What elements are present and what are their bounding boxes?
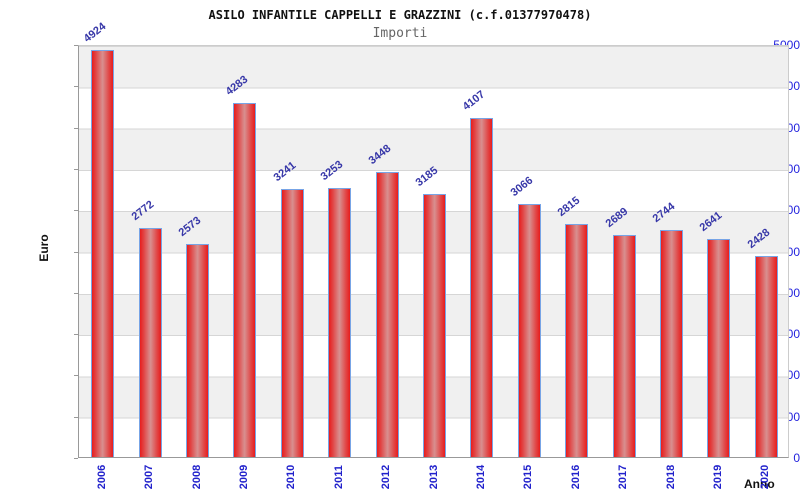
bar-2012 xyxy=(376,172,399,457)
bar-2019 xyxy=(707,239,730,457)
bar-value-label: 4283 xyxy=(223,73,251,98)
bar-2014 xyxy=(470,118,493,457)
x-tick-label: 2007 xyxy=(143,464,155,490)
bar-value-label: 2772 xyxy=(129,198,157,223)
x-tick-label: 2018 xyxy=(665,464,677,490)
x-axis-title: Anno xyxy=(744,477,775,491)
x-tick-label: 2014 xyxy=(475,464,487,490)
y-tick-mark xyxy=(74,168,78,170)
bar-value-label: 4107 xyxy=(460,88,488,113)
plot-area: 4924 2772 2573 4283 3241 3253 3448 3185 4107 3066… xyxy=(78,20,789,458)
y-tick-mark xyxy=(74,375,78,377)
bar-2007 xyxy=(139,228,162,457)
bar-2006 xyxy=(91,50,114,457)
bar-value-label: 2815 xyxy=(555,194,583,219)
y-tick-mark xyxy=(74,210,78,212)
x-tick-label: 2019 xyxy=(712,464,724,490)
y-tick-mark xyxy=(74,45,78,46)
bar-value-label: 3066 xyxy=(508,174,536,199)
bar-value-label: 2573 xyxy=(176,214,204,239)
x-tick-label: 2017 xyxy=(617,464,629,490)
bar-value-label: 3241 xyxy=(271,159,299,184)
bar-2009 xyxy=(233,103,256,457)
y-tick-label: 0 xyxy=(793,451,800,465)
y-tick-mark xyxy=(74,251,78,253)
x-tick-label: 2012 xyxy=(380,464,392,490)
bar-2016 xyxy=(565,224,588,457)
bar-value-label: 3448 xyxy=(366,142,394,167)
bar-value-label: 4924 xyxy=(81,20,109,45)
y-axis-title: Euro xyxy=(37,234,51,262)
y-tick-mark xyxy=(74,86,78,88)
x-tick-label: 2016 xyxy=(570,464,582,490)
y-tick-mark xyxy=(74,458,78,459)
y-tick-mark xyxy=(74,127,78,129)
bar-2017 xyxy=(613,235,636,457)
bar-2018 xyxy=(660,230,683,457)
bar-2010 xyxy=(281,189,304,457)
x-tick-label: 2006 xyxy=(96,464,108,490)
bar-value-label: 3185 xyxy=(413,164,441,189)
chart-subtitle: Importi xyxy=(372,26,428,41)
x-tick-label: 2010 xyxy=(285,464,297,490)
bar-value-label: 2641 xyxy=(697,209,725,234)
bar-2008 xyxy=(186,244,209,457)
bar-value-label: 3253 xyxy=(318,158,346,183)
x-tick-label: 2015 xyxy=(522,464,534,490)
bar-2020 xyxy=(755,256,778,457)
y-tick-mark xyxy=(74,416,78,418)
bar-2013 xyxy=(423,194,446,457)
x-tick-label: 2013 xyxy=(428,464,440,490)
x-tick-label: 2008 xyxy=(191,464,203,490)
x-tick-label: 2020 xyxy=(759,464,771,490)
bar-value-label: 2744 xyxy=(650,200,678,225)
bar-2011 xyxy=(328,188,351,457)
y-tick-mark xyxy=(74,334,78,336)
x-tick-label: 2009 xyxy=(238,464,250,490)
chart-title: ASILO INFANTILE CAPPELLI E GRAZZINI (c.f… xyxy=(208,8,592,22)
x-tick-label: 2011 xyxy=(333,465,345,489)
y-tick-mark xyxy=(74,292,78,294)
bar-2015 xyxy=(518,204,541,457)
bar-value-label: 2428 xyxy=(745,226,773,251)
bar-value-label: 2689 xyxy=(603,205,631,230)
